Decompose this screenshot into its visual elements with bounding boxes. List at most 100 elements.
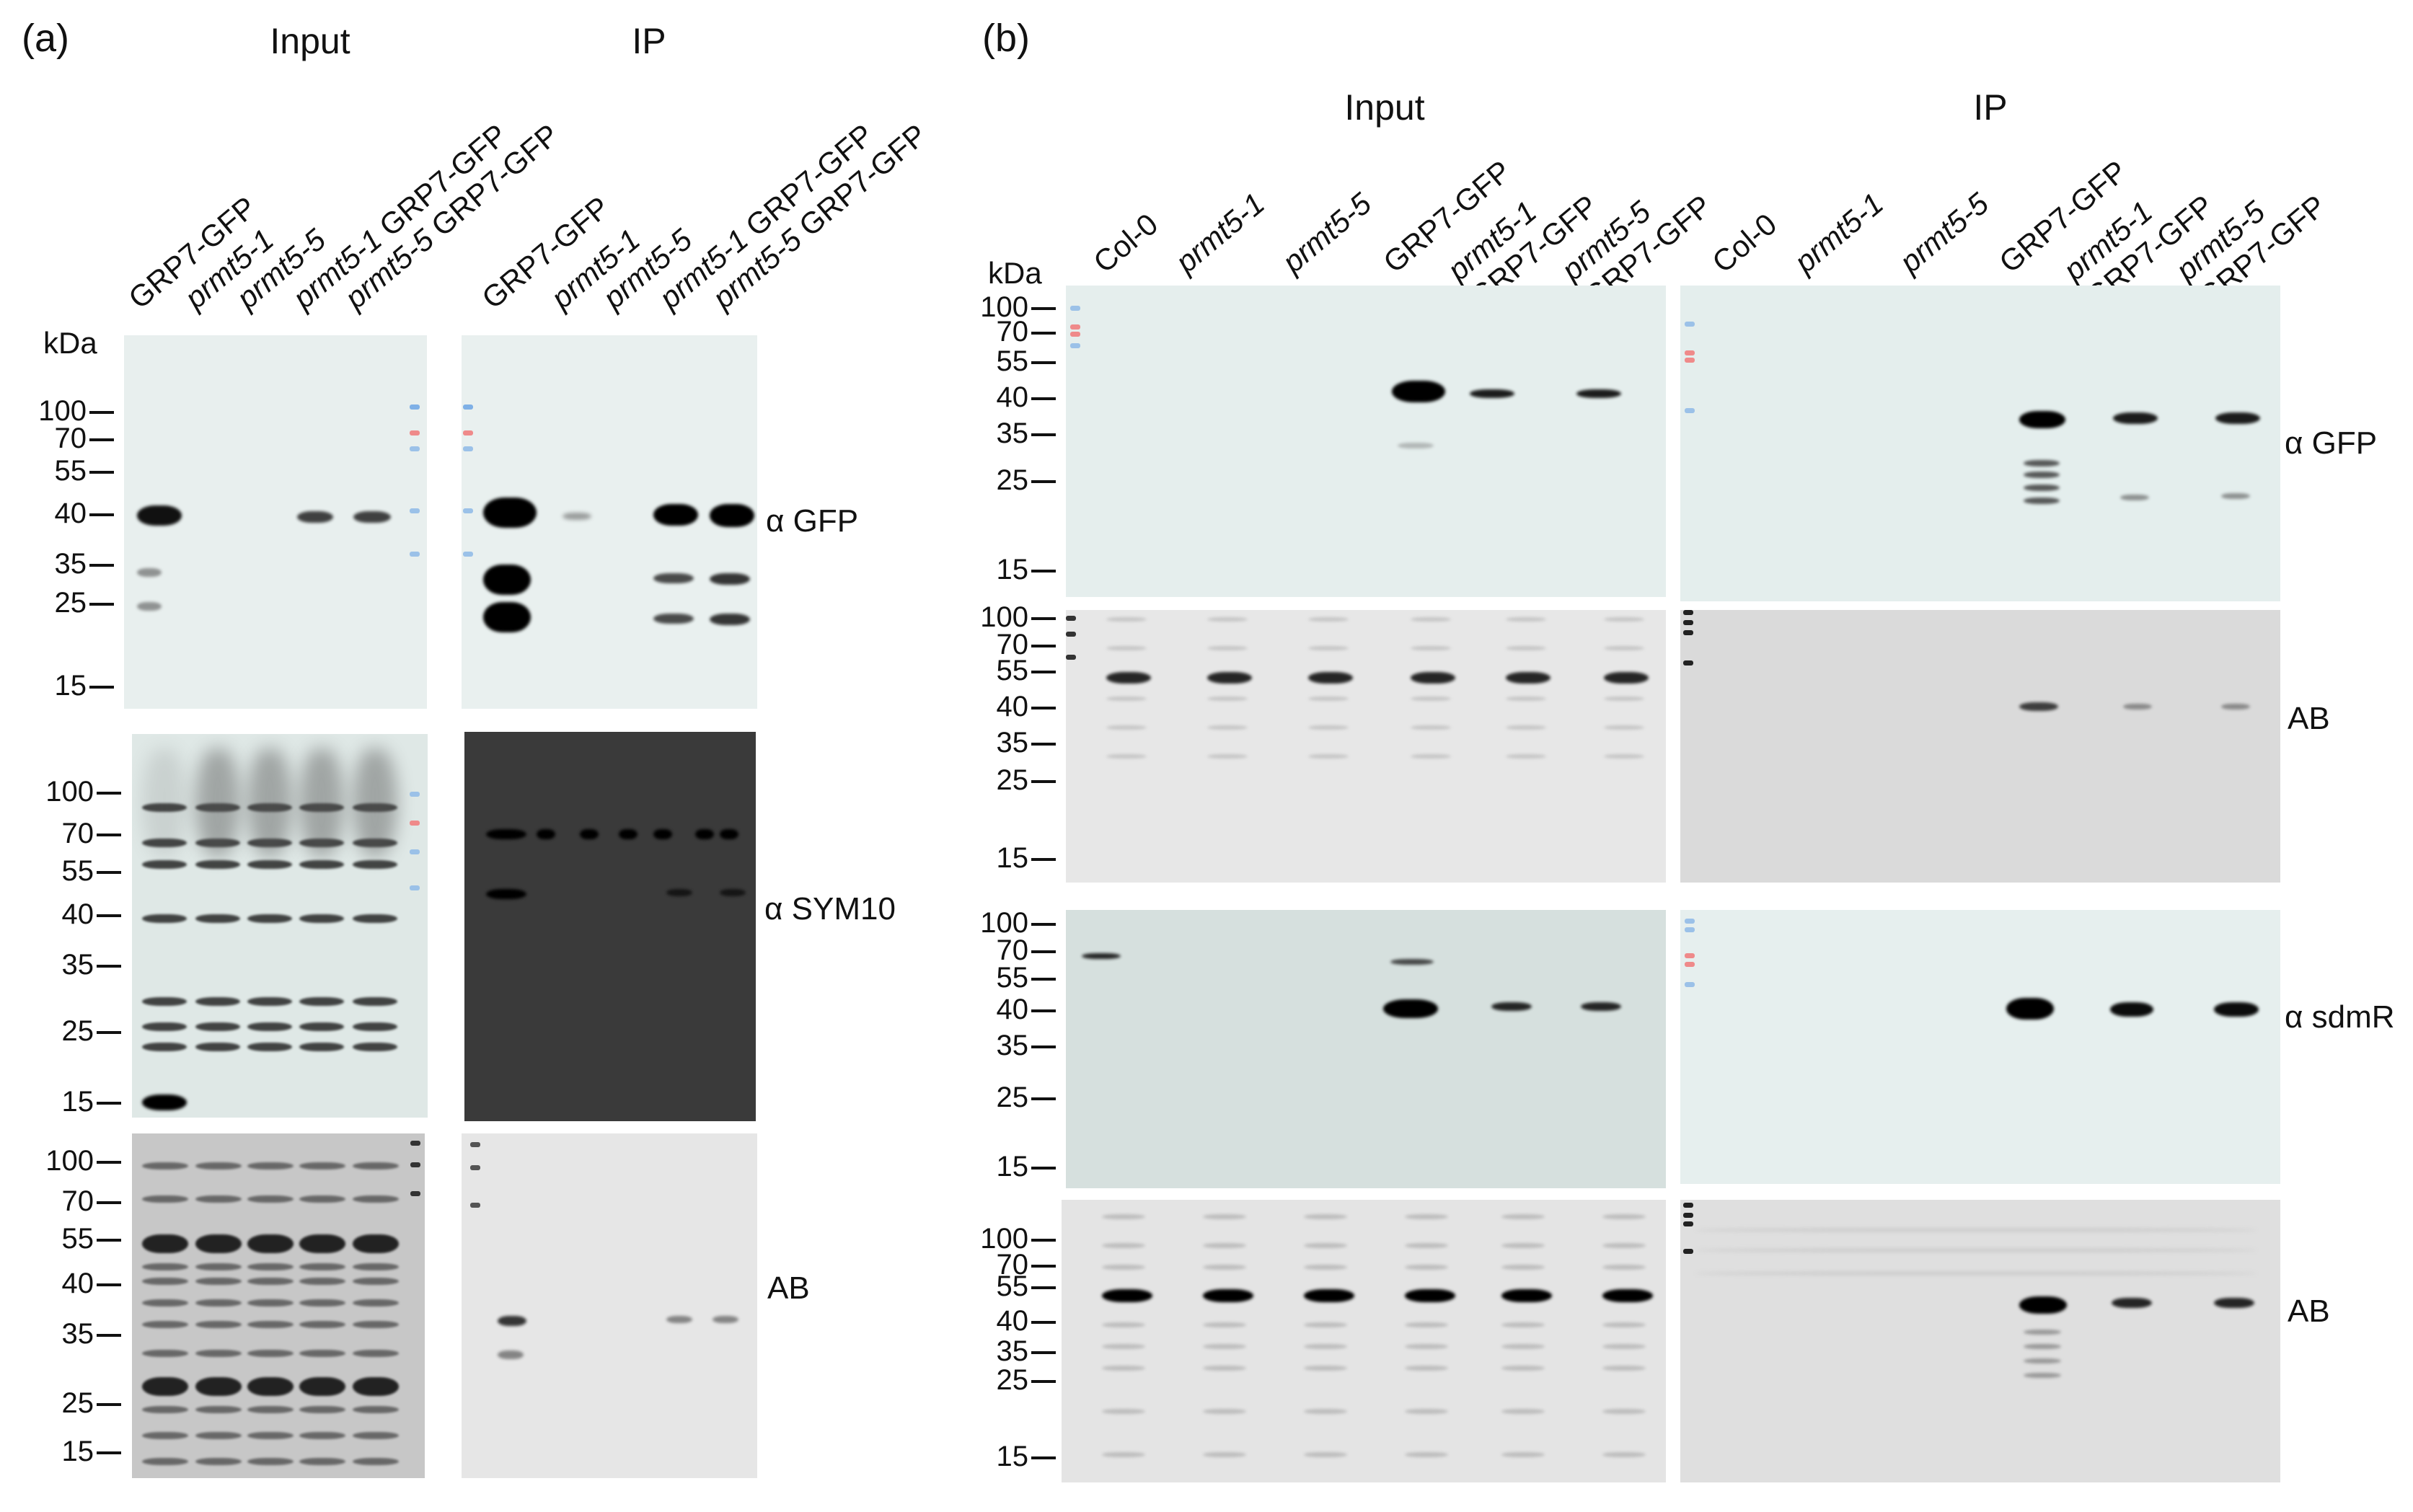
- blot-band: [1106, 697, 1147, 701]
- blot-band: [1506, 725, 1546, 730]
- blot-band: [619, 829, 638, 839]
- panel-b-ab1-marker-label-25: 25: [996, 764, 1029, 796]
- panel-a-ab-marker-tick-55: [97, 1239, 121, 1242]
- ladder-band: [1066, 616, 1076, 621]
- blot-band: [247, 1022, 292, 1031]
- ladder-band: [1066, 632, 1076, 637]
- panel-b-ab2-marker-tick-100: [1031, 1239, 1056, 1242]
- blot-band: [299, 997, 344, 1006]
- panel-a-ab-marker-label-35: 35: [61, 1318, 94, 1350]
- blot-band: [1602, 1243, 1646, 1248]
- blot-b-input-gfp: [1066, 286, 1666, 597]
- panel-b-sdmr-marker-label-25: 25: [996, 1082, 1029, 1113]
- blot-band: [2221, 704, 2250, 709]
- panel-a-ab-marker-label-15: 15: [61, 1436, 94, 1467]
- blot-band: [353, 1162, 399, 1170]
- blot-band: [195, 1432, 242, 1439]
- blot-band: [1602, 1452, 1646, 1457]
- blot-band: [1501, 1243, 1545, 1248]
- ladder-band: [1683, 620, 1693, 625]
- blot-band: [299, 1458, 345, 1465]
- panel-a-ab-marker-label-100: 100: [45, 1145, 94, 1177]
- blot-band: [1106, 672, 1151, 684]
- blot-band: [2110, 1002, 2153, 1017]
- blot-band: [195, 1321, 242, 1328]
- panel-b-kda-label: kDa: [988, 256, 1042, 290]
- blot-band: [1304, 1243, 1347, 1248]
- ladder-band: [1685, 919, 1695, 924]
- panel-b-sdmr-marker-label-55: 55: [996, 962, 1029, 994]
- blot-band: [1102, 1265, 1145, 1270]
- blot-band: [247, 803, 292, 812]
- panel-b-gfp-marker-tick-55: [1031, 361, 1056, 364]
- blot-band: [353, 1278, 399, 1285]
- blot-band: [2215, 412, 2260, 424]
- panel-b-gfp-marker-label-100: 100: [980, 291, 1028, 323]
- panel-b-antibody-sdmr: α sdmR: [2285, 999, 2395, 1035]
- panel-b-sdmr-marker-tick-15: [1031, 1167, 1056, 1170]
- panel-b-gfp-marker-tick-70: [1031, 332, 1056, 335]
- blot-band: [195, 1263, 242, 1270]
- panel-b-ab1-marker-tick-35: [1031, 743, 1056, 746]
- panel-a-ab-marker-tick-40: [97, 1283, 121, 1286]
- ladder-band: [1066, 655, 1076, 660]
- panel-b-letter: (b): [982, 17, 1030, 60]
- panel-a-ab-marker-tick-100: [97, 1161, 121, 1164]
- blot-band: [1106, 617, 1147, 622]
- panel-b-ab1-marker-label-40: 40: [996, 691, 1029, 722]
- blot-band: [1106, 725, 1147, 730]
- blot-band: [195, 1162, 242, 1170]
- blot-band: [1695, 1229, 2257, 1232]
- panel-b-ab2-marker-tick-35: [1031, 1351, 1056, 1354]
- blot-band: [1405, 1243, 1448, 1248]
- panel-a-sym10-marker-tick-70: [97, 834, 121, 836]
- ladder-band: [1070, 343, 1080, 348]
- ladder-band: [1070, 324, 1080, 330]
- panel-a-sym10-marker-tick-40: [97, 914, 121, 917]
- blot-band: [299, 1162, 345, 1170]
- blot-band: [1304, 1289, 1354, 1302]
- blot-band: [1308, 672, 1353, 684]
- blot-band: [195, 1278, 242, 1285]
- panel-b-ab2-marker-label-35: 35: [996, 1335, 1029, 1367]
- blot-band: [142, 1263, 188, 1270]
- blot-band: [1405, 1344, 1448, 1349]
- blot-band: [710, 504, 754, 527]
- blot-band: [1203, 1289, 1253, 1302]
- panel-a-gfp-marker-tick-70: [89, 438, 114, 441]
- blot-band: [353, 1377, 399, 1396]
- panel-a-ab-marker-label-70: 70: [61, 1185, 94, 1217]
- blot-band: [653, 504, 698, 526]
- blot-band: [1304, 1409, 1347, 1414]
- panel-b-sdmr-marker-tick-100: [1031, 923, 1056, 926]
- panel-b-ab1-marker-label-35: 35: [996, 727, 1029, 759]
- blot-band: [1102, 1452, 1145, 1457]
- blot-band: [195, 839, 240, 847]
- panel-b-ip-lane-label-1: Col-0: [1706, 206, 1783, 280]
- blot-band: [142, 1195, 188, 1203]
- blot-band: [2019, 1296, 2067, 1314]
- blot-band: [1102, 1289, 1152, 1302]
- ladder-band: [463, 508, 473, 513]
- panel-b-ab2-marker-label-15: 15: [996, 1441, 1029, 1472]
- blot-band: [498, 1316, 526, 1326]
- blot-band: [299, 748, 344, 857]
- blot-band: [142, 860, 187, 869]
- panel-b-ab1-marker-tick-25: [1031, 780, 1056, 783]
- panel-a-gfp-marker-tick-25: [89, 603, 114, 606]
- blot-band: [353, 511, 391, 523]
- blot-band: [1491, 1002, 1532, 1011]
- panel-b-ab2-marker-tick-25: [1031, 1380, 1056, 1383]
- blot-band: [142, 1406, 188, 1413]
- ladder-band: [463, 430, 473, 436]
- blot-band: [1695, 1272, 2257, 1275]
- ladder-band: [1685, 982, 1695, 987]
- blot-band: [299, 1195, 345, 1203]
- blot-band: [1405, 1265, 1448, 1270]
- blot-band: [1411, 646, 1451, 650]
- panel-b-ip-title: IP: [1973, 87, 2008, 128]
- panel-a-ab-marker-tick-35: [97, 1334, 121, 1337]
- panel-a-ab-marker-label-25: 25: [61, 1387, 94, 1419]
- panel-a-sym10-marker-label-25: 25: [61, 1015, 94, 1047]
- panel-b-sdmr-marker-tick-70: [1031, 950, 1056, 953]
